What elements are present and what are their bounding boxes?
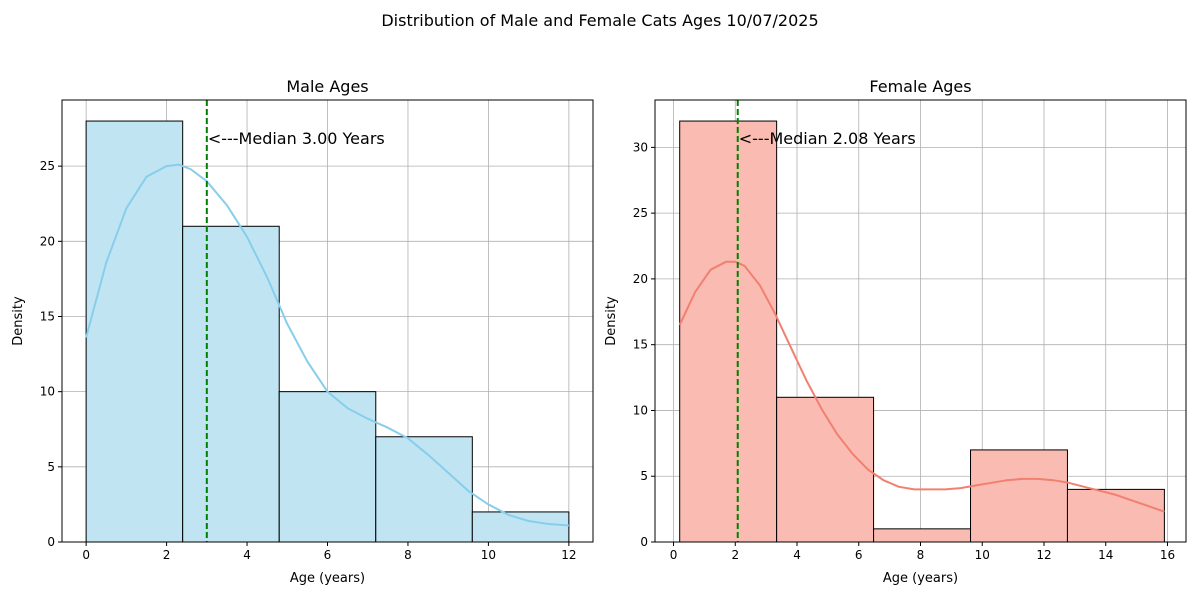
male-xtick-label-1: 2 <box>163 548 171 562</box>
male-histogram-bar-3 <box>375 436 473 543</box>
male-chart-title: Male Ages <box>286 77 368 96</box>
female-xtick-label-5: 10 <box>975 548 990 562</box>
male-xtick-label-6: 12 <box>561 548 576 562</box>
female-ytick-label-5: 25 <box>633 206 648 220</box>
male-xtick-label-2: 4 <box>243 548 251 562</box>
female-xtick-label-3: 6 <box>855 548 863 562</box>
male-ytick-label-5: 25 <box>40 159 55 173</box>
male-ages-panel: <---Median 3.00 Years 0 2 4 6 8 10 12 0 5 10 15 20 25… <box>11 77 594 586</box>
female-chart-title: Female Ages <box>869 77 971 96</box>
male-histogram-bar-0 <box>85 120 184 543</box>
male-histogram-bar-4 <box>471 511 570 543</box>
female-ytick-label-6: 30 <box>633 140 648 154</box>
male-median-annotation: <---Median 3.00 Years <box>208 129 385 148</box>
female-xtick-label-2: 4 <box>793 548 801 562</box>
male-ytick-label-1: 5 <box>47 460 55 474</box>
female-ytick-label-4: 20 <box>633 272 648 286</box>
female-yaxis-label: Density <box>604 296 619 346</box>
male-ytick-label-2: 10 <box>40 385 55 399</box>
female-xtick-label-0: 0 <box>670 548 678 562</box>
female-ytick-label-2: 10 <box>633 403 648 417</box>
female-kde-line <box>678 260 1165 513</box>
male-yaxis-label: Density <box>11 296 26 346</box>
female-ytick-label-0: 0 <box>640 535 648 549</box>
male-xtick-label-3: 6 <box>324 548 332 562</box>
female-xtick-label-8: 16 <box>1160 548 1175 562</box>
female-histogram-bar-1 <box>776 396 875 543</box>
female-median-annotation: <---Median 2.08 Years <box>739 129 916 148</box>
male-xtick-label-0: 0 <box>82 548 90 562</box>
female-ytick-label-1: 5 <box>640 469 648 483</box>
male-xaxis-label: Age (years) <box>290 571 365 586</box>
female-histogram-bar-0 <box>679 120 778 543</box>
female-xtick-label-6: 12 <box>1036 548 1051 562</box>
female-histogram-bar-3 <box>970 449 1068 543</box>
female-xtick-label-7: 14 <box>1098 548 1113 562</box>
male-histogram-bar-2 <box>278 391 377 543</box>
female-xtick-label-4: 8 <box>917 548 925 562</box>
female-histogram-bar-2 <box>873 528 972 543</box>
male-kde-line <box>85 163 569 527</box>
female-xaxis-label: Age (years) <box>883 571 958 586</box>
male-ytick-label-0: 0 <box>47 535 55 549</box>
female-xtick-label-1: 2 <box>731 548 739 562</box>
figure-suptitle: Distribution of Male and Female Cats Age… <box>381 11 818 30</box>
male-ytick-label-4: 20 <box>40 234 55 248</box>
male-xtick-label-5: 10 <box>481 548 496 562</box>
male-xtick-label-4: 8 <box>404 548 412 562</box>
male-ytick-label-3: 15 <box>40 309 55 323</box>
female-histogram-bar-4 <box>1066 488 1165 543</box>
female-ages-panel: <---Median 2.08 Years 0 2 4 6 8 10 12 14 16 0 5 10 15… <box>604 77 1187 586</box>
female-ytick-label-3: 15 <box>633 338 648 352</box>
